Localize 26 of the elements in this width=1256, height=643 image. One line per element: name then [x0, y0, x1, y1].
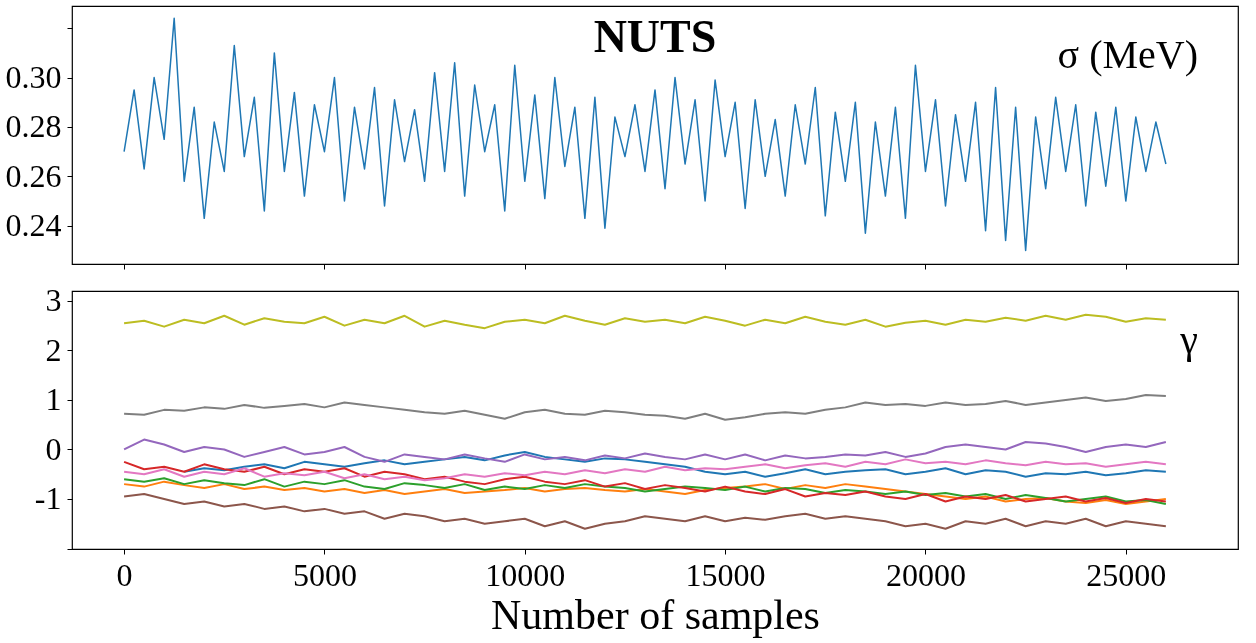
chart-title: NUTS [593, 11, 717, 62]
y-tick-label: 3 [45, 282, 62, 319]
x-tick-label: 10000 [485, 556, 566, 593]
line-series [123, 460, 1167, 504]
line-series [123, 493, 1167, 530]
x-tick-label: 25000 [1086, 556, 1167, 593]
line-series [183, 450, 1167, 478]
y-tick-label: 2 [45, 331, 62, 368]
line-series [123, 393, 1167, 421]
annotation: γ [1179, 317, 1198, 362]
y-tick-label: 0.26 [5, 157, 62, 194]
y-tick-label: 0.30 [5, 59, 62, 96]
y-tick-label: 0.28 [5, 108, 62, 145]
y-tick-label: 0 [45, 430, 62, 467]
y-tick-label: 0.24 [5, 207, 62, 244]
line-series [123, 458, 1167, 482]
line-series [123, 438, 1167, 463]
y-tick-label: -1 [34, 480, 62, 517]
y-tick-label: 1 [45, 381, 62, 418]
x-tick-label: 20000 [885, 556, 966, 593]
x-tick-label: 5000 [292, 556, 357, 593]
line-series [123, 313, 1167, 330]
annotation: σ (MeV) [1057, 32, 1198, 77]
x-axis-title: Number of samples [491, 591, 820, 638]
x-tick-label: 0 [116, 556, 133, 593]
x-tick-label: 15000 [685, 556, 766, 593]
